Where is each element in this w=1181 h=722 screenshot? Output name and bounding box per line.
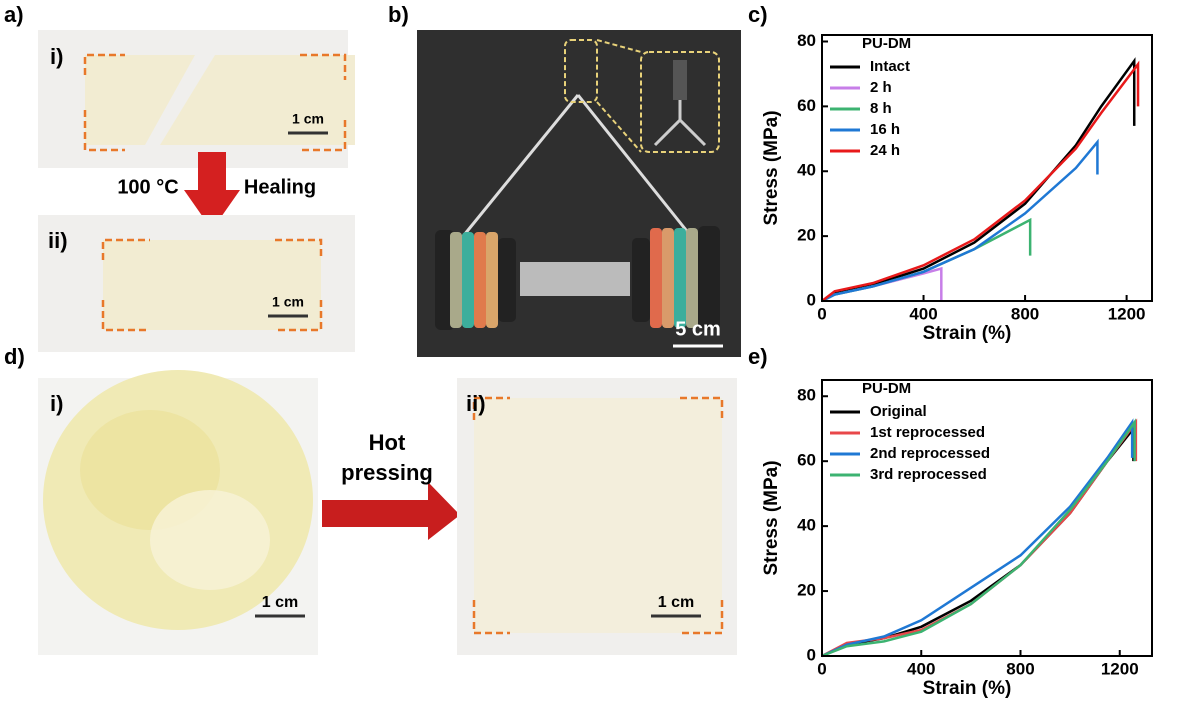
arrow <box>184 152 240 230</box>
line <box>821 138 1099 303</box>
sub-label: ii) <box>48 228 68 253</box>
y-axis-label: Stress (MPa) <box>761 460 782 575</box>
scale-label: 1 cm <box>658 594 694 611</box>
plot-frame <box>821 379 1153 657</box>
x-axis-label: Strain (%) <box>923 323 1012 344</box>
y-tick-label: 0 <box>807 290 816 309</box>
legend-label: 16 h <box>870 121 900 138</box>
y-axis-label: Stress (MPa) <box>761 110 782 225</box>
photo-d-left <box>38 370 318 655</box>
sub-label: i) <box>50 44 63 69</box>
photo-b <box>417 30 741 357</box>
sub-label: ii) <box>466 391 486 416</box>
panel-label: d) <box>4 344 25 369</box>
y-tick-label: 60 <box>797 96 816 115</box>
photo-a-top <box>38 30 355 168</box>
legend-title: PU-DM <box>862 35 911 52</box>
y-tick-label: 20 <box>797 226 816 245</box>
photo-d-right <box>457 378 737 655</box>
scale-label: 5 cm <box>675 318 721 340</box>
x-tick-label: 0 <box>817 659 826 678</box>
sub-label: i) <box>50 391 63 416</box>
arrow-label: Healing <box>244 176 316 198</box>
legend-label: Original <box>870 403 927 420</box>
line <box>821 418 1134 658</box>
legend-label: 2nd reprocessed <box>870 445 990 462</box>
arrow-label: pressing <box>341 460 433 485</box>
panel-label: e) <box>748 344 768 369</box>
y-tick-label: 80 <box>797 31 816 50</box>
line <box>821 57 1136 303</box>
scale-label: 1 cm <box>292 111 324 127</box>
legend-title: PU-DM <box>862 380 911 397</box>
y-tick-label: 40 <box>797 161 816 180</box>
arrow <box>322 482 460 540</box>
x-tick-label: 400 <box>909 304 937 323</box>
y-tick-label: 20 <box>797 581 816 600</box>
arrow-label: Hot <box>369 430 406 455</box>
plot-frame <box>821 34 1153 302</box>
scale-label: 1 cm <box>272 294 304 310</box>
legend-label: 2 h <box>870 79 892 96</box>
x-tick-label: 1200 <box>1101 659 1139 678</box>
y-tick-label: 0 <box>807 645 816 664</box>
panel-label: b) <box>388 2 409 27</box>
y-tick-label: 80 <box>797 386 816 405</box>
legend-label: 24 h <box>870 142 900 159</box>
line <box>821 60 1140 302</box>
x-axis-label: Strain (%) <box>923 678 1012 699</box>
x-tick-label: 800 <box>1006 659 1034 678</box>
arrow-label: 100 °C <box>117 176 178 198</box>
scale-label: 1 cm <box>262 594 298 611</box>
y-tick-label: 60 <box>797 451 816 470</box>
y-tick-label: 40 <box>797 516 816 535</box>
x-tick-label: 0 <box>817 304 826 323</box>
photo-a-bottom <box>38 215 355 352</box>
panel-label: c) <box>748 2 768 27</box>
legend-label: 3rd reprocessed <box>870 466 987 483</box>
legend-label: Intact <box>870 58 910 75</box>
x-tick-label: 800 <box>1011 304 1039 323</box>
x-tick-label: 1200 <box>1108 304 1146 323</box>
x-tick-label: 400 <box>907 659 935 678</box>
panel-label: a) <box>4 2 24 27</box>
line <box>821 425 1135 658</box>
legend-label: 8 h <box>870 100 892 117</box>
line <box>821 418 1136 658</box>
legend-label: 1st reprocessed <box>870 424 985 441</box>
